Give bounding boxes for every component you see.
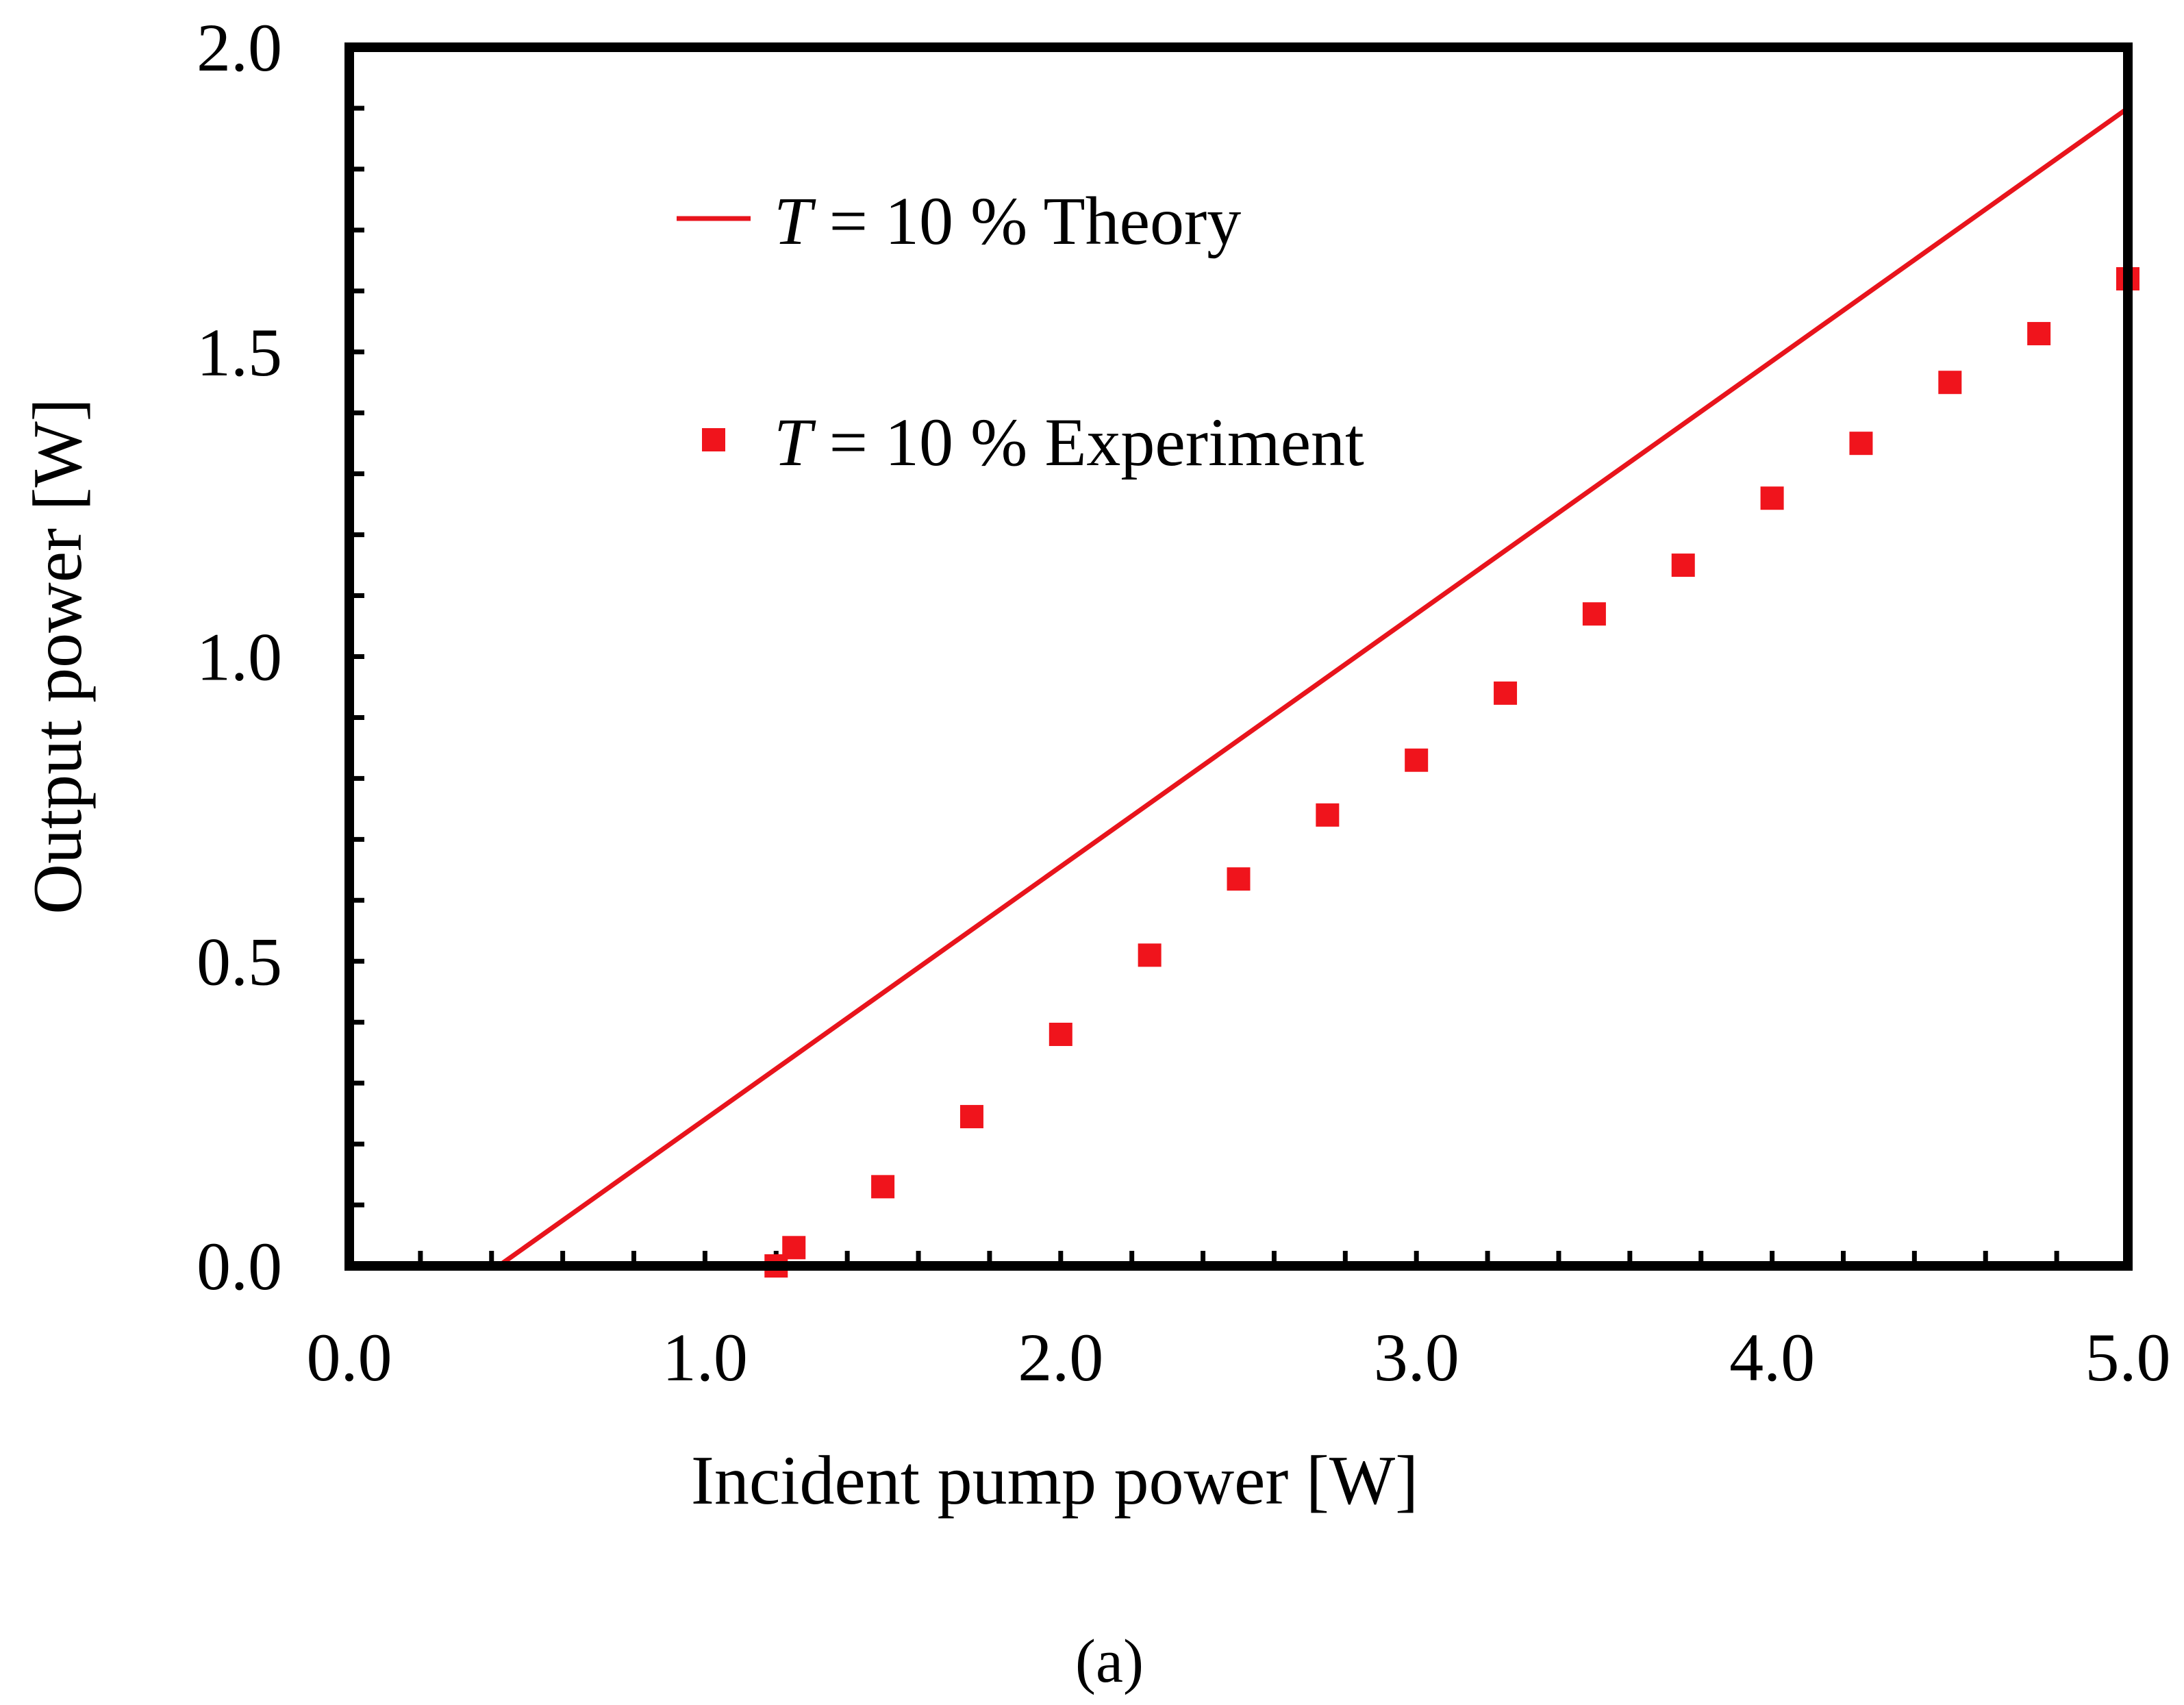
- experiment-point: [1671, 553, 1695, 577]
- x-axis-title: Incident pump power [W]: [691, 1442, 1418, 1519]
- tick-labels: 0.0 1.0 2.0 3.0 4.0 5.0 0.0 0.5 1.0 1.5 2.0: [197, 10, 2171, 1395]
- experiment-point: [2027, 322, 2051, 346]
- x-tick-label: 5.0: [2085, 1319, 2171, 1395]
- legend-square-swatch: [702, 428, 725, 451]
- experiment-point: [1582, 602, 1606, 626]
- minor-ticks: [349, 105, 2059, 1266]
- x-tick-label: 1.0: [662, 1319, 748, 1395]
- experiment-point: [1138, 943, 1162, 967]
- theory-line: [497, 106, 2130, 1268]
- legend-label: T = 10 % Experiment: [774, 404, 1364, 480]
- y-tick-label: 1.0: [197, 619, 282, 695]
- experiment-point: [1049, 1022, 1072, 1046]
- experiment-point: [959, 1105, 983, 1129]
- y-axis-title: Output power [W]: [19, 398, 97, 914]
- experiment-point: [1760, 486, 1784, 510]
- series-layer: [497, 106, 2139, 1278]
- figure-caption: (a): [1075, 1628, 1144, 1695]
- experiment-point: [871, 1175, 895, 1199]
- y-tick-label: 2.0: [197, 10, 282, 86]
- experiment-point: [1316, 803, 1340, 827]
- experiment-point: [1227, 867, 1251, 891]
- experiment-point: [1938, 371, 1962, 395]
- legend-label: T = 10 % Theory: [774, 183, 1241, 259]
- experiment-point: [1405, 748, 1429, 772]
- x-tick-label: 0.0: [307, 1319, 392, 1395]
- experiment-point: [1849, 432, 1873, 456]
- x-tick-label: 3.0: [1374, 1319, 1459, 1395]
- x-tick-label: 4.0: [1729, 1319, 1815, 1395]
- experiment-point: [782, 1236, 806, 1260]
- experiment-point: [1494, 681, 1518, 705]
- plot-frame: [344, 42, 2133, 1271]
- y-tick-label: 1.5: [197, 314, 282, 390]
- y-tick-label: 0.0: [197, 1228, 282, 1304]
- legend: T = 10 % Theory T = 10 % Experiment: [677, 183, 1364, 480]
- y-tick-label: 0.5: [197, 923, 282, 999]
- x-tick-label: 2.0: [1018, 1319, 1103, 1395]
